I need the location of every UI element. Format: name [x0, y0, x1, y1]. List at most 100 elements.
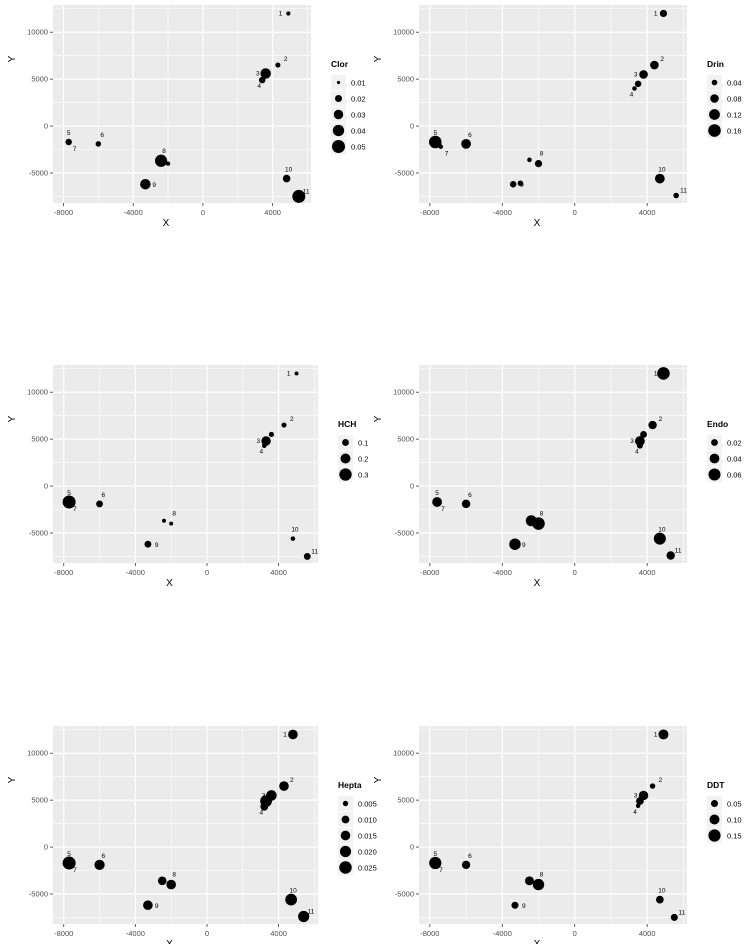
x-tick-label: 0 — [205, 568, 209, 577]
data-point-11 — [298, 910, 310, 923]
x-tick-label: 0 — [573, 208, 577, 217]
point-label-5: 5 — [433, 130, 437, 137]
y-tick-label: 5000 — [397, 435, 414, 444]
data-point-7 — [432, 860, 439, 866]
legend-symbol — [340, 453, 351, 464]
y-tick-label: 10000 — [393, 749, 414, 758]
x-tick-label: 0 — [201, 208, 205, 217]
legend-label: 0.3 — [358, 471, 368, 480]
data-point-8b — [165, 161, 171, 166]
point-label-4: 4 — [259, 810, 263, 817]
data-point-8 — [169, 521, 174, 526]
plot-background — [419, 365, 687, 563]
data-point-6 — [461, 860, 471, 870]
legend-symbol — [339, 861, 352, 874]
data-point-2 — [650, 60, 659, 70]
data-point-8b — [525, 515, 537, 527]
x-tick-label: -8000 — [420, 929, 439, 938]
data-point-10 — [653, 532, 666, 545]
point-label-9: 9 — [520, 182, 524, 189]
data-point-9 — [144, 540, 152, 548]
point-label-7: 7 — [73, 506, 77, 513]
y-tick-label: 0 — [410, 482, 414, 491]
y-tick-label: 5000 — [397, 796, 414, 805]
x-tick-label: -4000 — [493, 929, 512, 938]
point-label-7: 7 — [439, 867, 443, 874]
y-axis-title: Y — [7, 776, 18, 783]
legend-title: DDT — [707, 780, 725, 790]
legend-label: 0.04 — [727, 79, 742, 88]
point-label-5: 5 — [435, 490, 439, 497]
point-label-7: 7 — [73, 146, 77, 153]
y-tick-label: 0 — [410, 122, 414, 131]
chart-panel-1: -8000 -4000 0 4000 -5000 0 5000 10000 X Y 1 2 3 4 5 6 7 8… — [7, 5, 366, 229]
point-label-6: 6 — [468, 132, 472, 139]
point-label-4: 4 — [259, 449, 263, 456]
legend-label: 0.02 — [351, 95, 366, 104]
data-point-11 — [292, 189, 306, 203]
point-label-2: 2 — [660, 56, 664, 63]
legend-symbol — [336, 80, 341, 85]
x-tick-label: 4000 — [639, 568, 656, 577]
data-point-1 — [288, 729, 298, 740]
legend-symbol — [709, 814, 720, 825]
y-tick-label: -5000 — [395, 889, 414, 898]
point-label-1: 1 — [654, 10, 658, 17]
point-label-2: 2 — [290, 777, 294, 784]
data-point-8 — [166, 879, 176, 890]
legend-label: 0.1 — [358, 439, 368, 448]
x-tick-label: -4000 — [126, 929, 145, 938]
point-label-1: 1 — [279, 10, 283, 17]
point-label-7: 7 — [73, 867, 77, 874]
x-tick-label: 0 — [573, 568, 577, 577]
data-point-8b — [157, 876, 167, 886]
chart-panel-5: -8000-400004000-50000500010000XY12345678… — [7, 726, 377, 944]
data-point-1 — [294, 371, 299, 376]
legend-symbol — [342, 800, 349, 807]
point-label-5: 5 — [433, 851, 437, 858]
point-label-3: 3 — [630, 438, 634, 445]
legend-label: 0.10 — [727, 816, 742, 825]
data-point-9 — [143, 900, 153, 911]
y-tick-label: 10000 — [393, 28, 414, 37]
legend-symbol — [708, 468, 721, 481]
point-label-6: 6 — [468, 853, 472, 860]
legend-label: 0.2 — [358, 455, 368, 464]
x-axis-title: X — [166, 578, 173, 589]
y-tick-label: 0 — [44, 482, 48, 491]
y-tick-label: 5000 — [397, 75, 414, 84]
y-tick-label: 5000 — [31, 75, 48, 84]
data-point-1 — [659, 9, 668, 18]
legend-title: Drin — [707, 59, 724, 69]
point-label-6: 6 — [100, 132, 104, 139]
data-point-6 — [94, 859, 105, 871]
x-tick-label: -8000 — [420, 208, 439, 217]
legend-symbol — [342, 439, 349, 446]
legend-label: 0.025 — [358, 864, 377, 873]
data-point-4 — [635, 803, 641, 809]
point-label-5: 5 — [67, 490, 71, 497]
legend-symbol — [711, 79, 718, 86]
point-label-8: 8 — [540, 511, 544, 518]
y-tick-label: -5000 — [395, 528, 414, 537]
plot-background — [53, 5, 311, 203]
x-tick-label: -8000 — [54, 568, 73, 577]
point-label-10: 10 — [290, 888, 298, 895]
legend-symbol — [708, 124, 721, 137]
point-label-11: 11 — [675, 547, 682, 554]
point-label-1: 1 — [283, 731, 287, 738]
point-label-8: 8 — [172, 872, 176, 879]
data-point-3b — [268, 431, 275, 437]
data-point-6 — [461, 499, 471, 509]
legend-symbol — [708, 829, 721, 842]
x-tick-label: 0 — [205, 929, 209, 938]
data-point-8b — [162, 518, 166, 523]
point-label-9: 9 — [155, 542, 159, 549]
x-axis-title: X — [534, 578, 541, 589]
y-tick-label: -5000 — [29, 168, 48, 177]
point-label-2: 2 — [284, 56, 288, 63]
y-axis-title: Y — [373, 55, 384, 62]
data-point-2 — [275, 62, 281, 68]
point-label-9: 9 — [155, 903, 159, 910]
